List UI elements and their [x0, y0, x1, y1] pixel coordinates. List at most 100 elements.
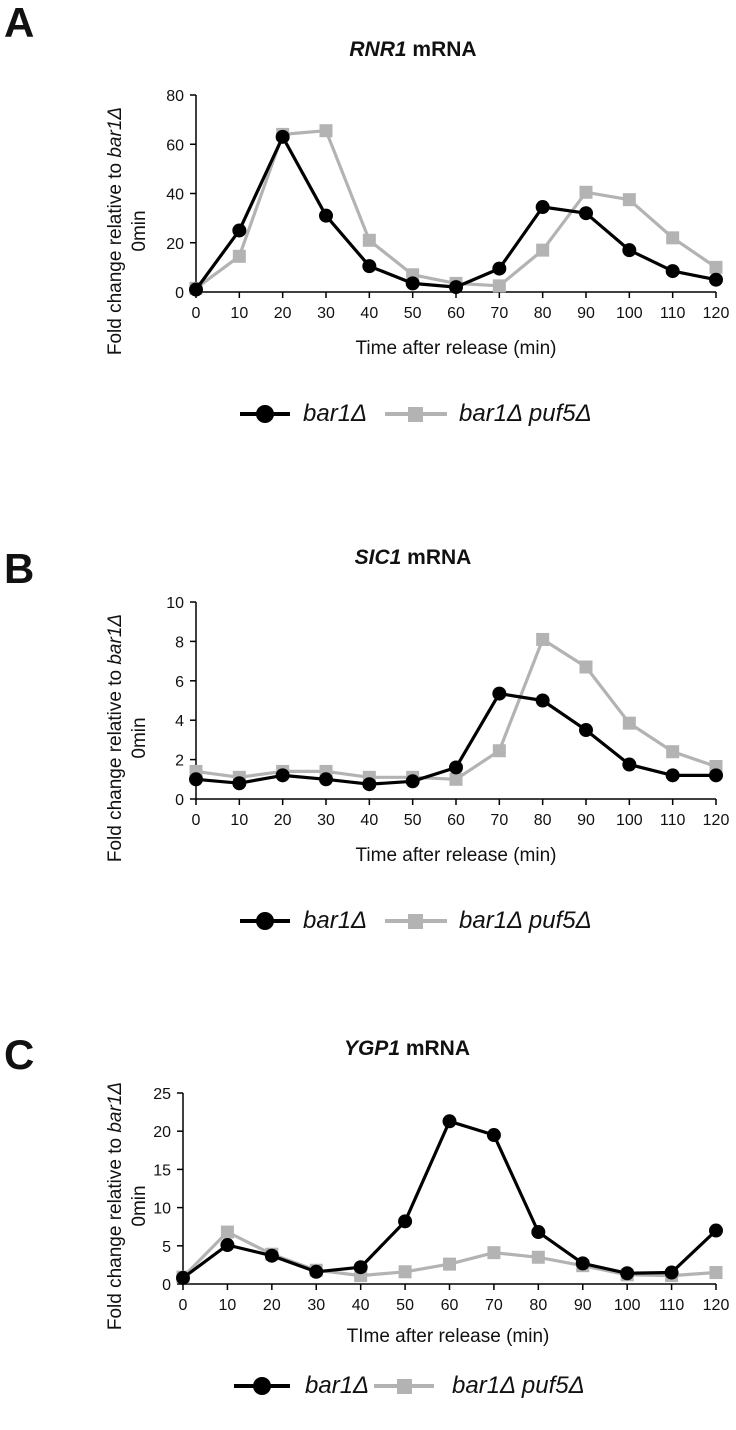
x-tick-label: 20: [274, 812, 292, 829]
data-point-bar1-puf5: [622, 716, 636, 730]
panel-letter: A: [4, 0, 35, 46]
data-point-bar1: [232, 223, 247, 238]
y-tick-label: 80: [166, 88, 184, 105]
chart-title-gene: RNR1: [349, 38, 407, 61]
x-axis-label: Time after release (min): [355, 845, 557, 866]
data-point-bar1: [535, 693, 550, 708]
data-point-bar1: [220, 1238, 235, 1253]
chart-a: 0 20 40 60 80 0 10 20 30 40 50 60 70 80 90 100 110 120: [166, 88, 729, 322]
legend-label: bar1Δ: [303, 400, 368, 427]
legend-label: bar1Δ puf5Δ: [459, 400, 592, 427]
data-point-bar1-puf5: [531, 1250, 545, 1264]
x-tick-label: 10: [219, 1297, 237, 1314]
x-tick-label: 60: [441, 1297, 459, 1314]
x-tick-label: 0: [179, 1297, 188, 1314]
data-point-bar1: [665, 768, 680, 783]
x-tick-label: 100: [616, 812, 643, 829]
data-point-bar1-puf5: [536, 243, 550, 257]
legend: bar1Δ bar1Δ puf5Δ: [240, 397, 640, 431]
series-line-bar1-puf5: [195, 637, 717, 781]
x-tick-label: 70: [490, 812, 508, 829]
data-point-bar1: [709, 1223, 723, 1238]
x-tick-label: 20: [274, 305, 292, 322]
x-tick-label: 20: [263, 1297, 281, 1314]
data-point-bar1: [442, 1114, 457, 1129]
legend: bar1Δ bar1Δ puf5Δ: [234, 1369, 634, 1403]
x-tick-label: 50: [396, 1297, 414, 1314]
panel-letter: C: [4, 1031, 35, 1078]
y-tick-label: 10: [166, 595, 184, 612]
data-point-bar1: [449, 280, 463, 295]
x-tick-label: 30: [307, 1297, 325, 1314]
data-point-bar1-puf5: [536, 632, 550, 646]
legend-label: bar1Δ: [305, 1372, 370, 1399]
x-tick-label: 80: [534, 305, 552, 322]
data-point-bar1-puf5: [443, 1257, 456, 1271]
data-point-bar1: [531, 1225, 546, 1240]
legend-square-marker: [397, 1379, 412, 1394]
x-tick-label: 10: [230, 305, 248, 322]
y-tick-label: 5: [162, 1239, 171, 1256]
data-point-bar1: [575, 1256, 590, 1271]
x-tick-label: 120: [703, 1297, 730, 1314]
data-point-bar1-puf5: [666, 745, 680, 759]
x-tick-label: 30: [317, 305, 335, 322]
data-point-bar1-puf5: [492, 744, 506, 758]
legend-label: bar1Δ: [303, 907, 368, 934]
x-axis-label: TIme after release (min): [346, 1326, 550, 1347]
data-point-bar1: [264, 1248, 279, 1263]
x-tick-label: 60: [447, 305, 465, 322]
data-point-bar1-puf5: [709, 1266, 723, 1280]
chart-title: SIC1 mRNA: [263, 546, 563, 570]
legend-circle-marker: [256, 912, 274, 930]
y-tick-label: 20: [153, 1124, 171, 1141]
x-tick-label: 90: [577, 305, 595, 322]
data-point-bar1: [176, 1270, 190, 1285]
y-tick-label: 15: [153, 1162, 171, 1179]
panel-letter: B: [4, 545, 35, 592]
data-point-bar1-puf5: [232, 249, 246, 263]
x-tick-label: 40: [352, 1297, 370, 1314]
data-point-bar1: [189, 772, 203, 787]
data-point-bar1-puf5: [398, 1265, 412, 1279]
data-point-bar1: [486, 1128, 501, 1143]
chart-title: YGP1 mRNA: [257, 1037, 557, 1061]
y-tick-label: 4: [175, 713, 184, 730]
x-tick-label: 100: [614, 1297, 641, 1314]
data-point-bar1-puf5: [622, 193, 636, 207]
data-point-bar1: [319, 772, 333, 787]
legend: bar1Δ bar1Δ puf5Δ: [240, 904, 640, 938]
data-point-bar1: [405, 774, 420, 789]
y-tick-label: 8: [175, 634, 184, 651]
data-point-bar1: [353, 1260, 368, 1275]
data-point-bar1: [664, 1265, 679, 1280]
data-point-bar1: [362, 777, 377, 792]
data-point-bar1: [362, 259, 377, 274]
data-point-bar1-puf5: [319, 124, 333, 138]
chart-title-rest: mRNA: [400, 1037, 471, 1060]
legend-circle-marker: [256, 405, 274, 423]
data-point-bar1: [622, 757, 637, 772]
x-tick-label: 0: [192, 812, 201, 829]
panel-c: C YGP1 mRNA Fold change relative to bar1…: [0, 1000, 736, 1430]
legend-square-marker: [408, 914, 423, 929]
data-point-bar1-puf5: [666, 231, 680, 245]
data-point-bar1: [189, 282, 203, 297]
y-tick-label: 0: [162, 1277, 171, 1294]
x-tick-label: 110: [660, 812, 686, 829]
data-point-bar1-puf5: [449, 772, 463, 786]
y-tick-label: 20: [166, 236, 184, 253]
data-point-bar1: [449, 760, 463, 775]
legend-square-marker: [408, 407, 423, 422]
data-point-bar1: [275, 129, 290, 144]
x-tick-label: 50: [404, 305, 422, 322]
y-tick-label: 60: [166, 137, 184, 154]
data-point-bar1-puf5: [709, 260, 723, 274]
data-point-bar1: [579, 206, 593, 221]
data-point-bar1: [275, 768, 290, 783]
y-tick-label: 10: [153, 1201, 171, 1218]
chart-title-rest: mRNA: [406, 38, 477, 61]
data-point-bar1: [622, 243, 637, 258]
x-tick-label: 80: [529, 1297, 547, 1314]
data-point-bar1: [709, 768, 723, 783]
